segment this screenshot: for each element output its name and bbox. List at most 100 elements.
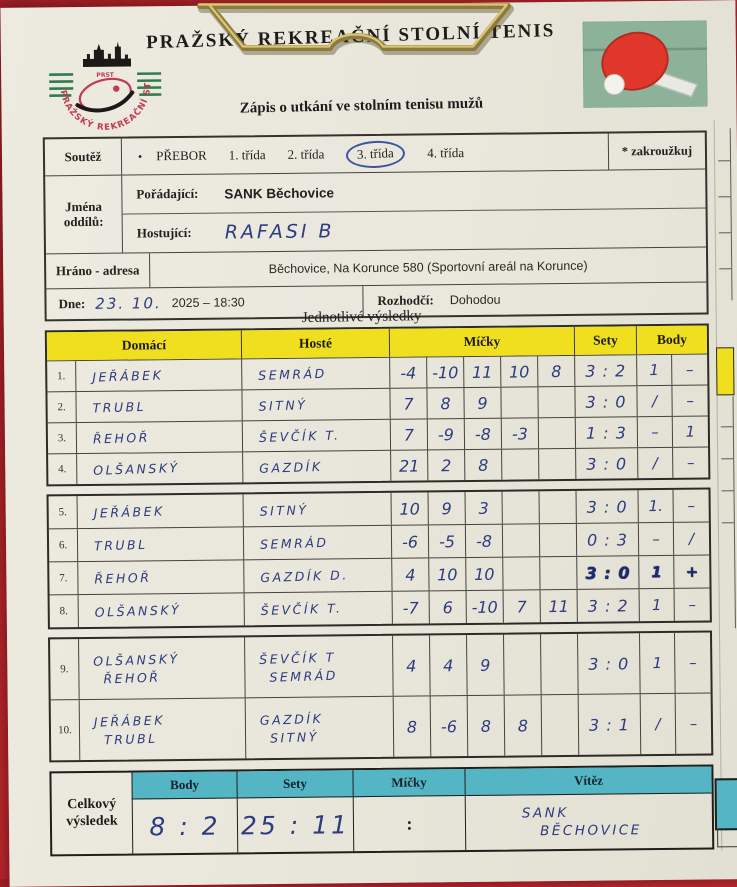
- sety-score: 3 : 1: [588, 714, 631, 735]
- total-header-vitez: Vítěz: [464, 766, 712, 797]
- date-label: Dne:: [58, 296, 86, 312]
- venue-value: Běchovice, Na Korunce 580 (Sportovní are…: [268, 258, 588, 277]
- micky-3: 8: [478, 455, 489, 475]
- guest-player: ŠEVČÍK T.: [260, 599, 343, 618]
- body-home: /: [655, 715, 661, 734]
- guest-player: GAZDÍK D.: [260, 566, 349, 585]
- micky-3: -8: [474, 424, 491, 444]
- micky-1: 21: [398, 456, 420, 476]
- sety-score: 3 : 0: [586, 496, 628, 517]
- micky-1: 4: [406, 656, 417, 676]
- underlying-page-fragment: [717, 828, 737, 848]
- header-micky: Míčky: [388, 326, 575, 357]
- logo-monogram: PRST: [96, 72, 114, 79]
- match-info-table: Soutěž • PŘEBOR 1. třída 2. třída 3. tří…: [42, 130, 709, 322]
- home-player: JEŘÁBEK: [93, 502, 165, 521]
- micky-5: 11: [548, 596, 569, 616]
- date-printed: 2025 – 18:30: [171, 295, 245, 311]
- referee-value: Dohodou: [449, 292, 501, 308]
- competition-options: • PŘEBOR 1. třída 2. třída 3. třída 4. t…: [122, 134, 608, 175]
- match-number: 3.: [57, 432, 67, 445]
- clipboard-clip: [197, 3, 514, 55]
- micky-3: 8: [480, 716, 492, 736]
- club-logo: PRAŽSKÝ REKREAČNÍ STOLNÍ TENIS PRST: [46, 32, 162, 134]
- circle-instruction: * zakroužkuj: [607, 132, 706, 170]
- micky-2: 6: [442, 597, 453, 617]
- micky-1: -7: [402, 598, 419, 618]
- body-guest: –: [686, 391, 694, 410]
- sety-score: 3 : 0: [585, 562, 631, 583]
- body-home: –: [651, 423, 659, 442]
- micky-2: -6: [440, 716, 458, 736]
- guest-player-1: GAZDÍK: [259, 710, 324, 728]
- body-home: /: [651, 392, 658, 411]
- match-number: 9.: [60, 663, 69, 676]
- guest-player-2: SITNÝ: [269, 728, 320, 746]
- home-team-line: Pořádající: SANK Běchovice: [122, 169, 706, 215]
- micky-1: 7: [403, 394, 414, 414]
- match-number: 2.: [57, 401, 66, 414]
- body-guest: 1: [685, 422, 696, 441]
- micky-3: -8: [475, 531, 493, 551]
- option-3-trida-circled: 3. třída: [345, 139, 406, 169]
- micky-1: 10: [399, 499, 420, 519]
- micky-3: 9: [480, 655, 491, 675]
- sety-score: 3 : 0: [585, 391, 627, 412]
- micky-2: 10: [437, 564, 458, 584]
- teams-label: Jména oddílů:: [45, 175, 123, 254]
- total-winner: SANK BĚCHOVICE: [464, 793, 713, 851]
- date-handwritten: 23. 10.: [95, 294, 162, 313]
- prague-castle-icon: [82, 41, 132, 68]
- guest-player: ŠEVČÍK T.: [258, 426, 341, 445]
- match-row-6: 6. TRUBL SEMRÁD -6 -5 -8 0 : 3 – /: [48, 521, 710, 562]
- home-player: OLŠANSKÝ: [94, 601, 182, 620]
- guest-player-2: SEMRÁD: [269, 667, 339, 685]
- match-number: 5.: [58, 506, 67, 519]
- option-2-trida: 2. třída: [287, 146, 325, 162]
- micky-3: 11: [471, 362, 493, 382]
- total-header-micky: Míčky: [352, 769, 465, 798]
- body-guest: –: [687, 496, 696, 515]
- micky-4: -3: [511, 423, 528, 444]
- option-4-trida: 4. třída: [427, 145, 465, 161]
- logo-green-lines: [49, 72, 162, 97]
- winner-line-1: SANK: [521, 804, 569, 822]
- competition-label: Soutěž: [44, 138, 123, 176]
- sety-score: 3 : 2: [585, 360, 627, 381]
- total-result-table: Celkový výsledek Body Sety Míčky Vítěz 8…: [49, 764, 715, 857]
- header-body: Body: [635, 325, 708, 355]
- micky-1: -4: [400, 363, 417, 383]
- micky-4: 7: [516, 596, 527, 616]
- micky-2: -10: [432, 362, 459, 382]
- micky-3: 10: [474, 564, 495, 584]
- referee-label: Rozhodčí:: [377, 292, 434, 308]
- micky-1: 8: [406, 717, 418, 737]
- micky-2: -9: [437, 424, 454, 444]
- paddle-illustration: [582, 20, 708, 108]
- sety-score: 1 : 3: [585, 422, 627, 443]
- underlying-page-fragment: [714, 778, 737, 831]
- micky-3: 3: [478, 498, 489, 518]
- body-home: –: [652, 529, 660, 549]
- winner-line-2: BĚCHOVICE: [539, 822, 642, 840]
- micky-4: 8: [517, 715, 529, 735]
- micky-1: -6: [401, 532, 419, 552]
- total-header-body: Body: [131, 771, 237, 800]
- micky-1: 7: [403, 425, 415, 445]
- body-guest: –: [689, 714, 698, 733]
- micky-2: 2: [441, 455, 452, 475]
- guest-player: GAZDÍK: [259, 458, 323, 476]
- total-label: Celkový výsledek: [66, 797, 118, 829]
- body-home: 1: [652, 653, 663, 673]
- match-number: 7.: [59, 572, 68, 585]
- home-player: TRUBL: [92, 398, 147, 415]
- guest-player-1: ŠEVČÍK T: [259, 649, 337, 667]
- header-sety: Sety: [573, 326, 637, 355]
- home-player-2: ŘEHOŘ: [103, 669, 161, 686]
- guest-player: SEMRÁD: [259, 534, 329, 552]
- results-table-1: Domácí Hosté Míčky Sety Body 1. JEŘÁBEK …: [44, 323, 711, 487]
- match-row-7: 7. ŘEHOŘ GAZDÍK D. 4 10 10 3 : 0 1 +: [49, 554, 710, 595]
- micky-1: 4: [405, 565, 416, 585]
- total-body-value: 8 : 2: [149, 811, 221, 841]
- body-home: 1.: [648, 496, 663, 516]
